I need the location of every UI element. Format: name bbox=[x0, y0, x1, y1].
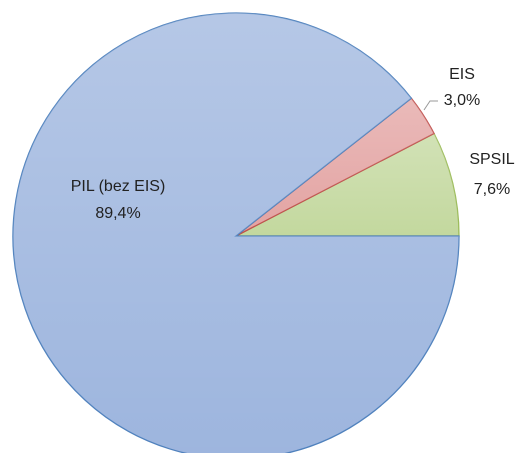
category-label: PIL (bez EIS) bbox=[71, 178, 166, 195]
leader-line bbox=[423, 100, 438, 111]
slice-shade bbox=[13, 13, 459, 453]
slice-shade bbox=[236, 98, 435, 236]
category-label: EIS bbox=[449, 66, 475, 83]
slice-shade bbox=[236, 133, 459, 236]
value-label: 7,6% bbox=[474, 181, 510, 198]
value-label: 3,0% bbox=[444, 92, 480, 109]
category-label: SPSIL bbox=[469, 151, 514, 168]
pie bbox=[12, 12, 460, 453]
value-label: 89,4% bbox=[95, 205, 140, 222]
labels: SPSIL 7,6% EIS 3,0% PIL (bez EIS) 89,4% bbox=[71, 66, 515, 222]
